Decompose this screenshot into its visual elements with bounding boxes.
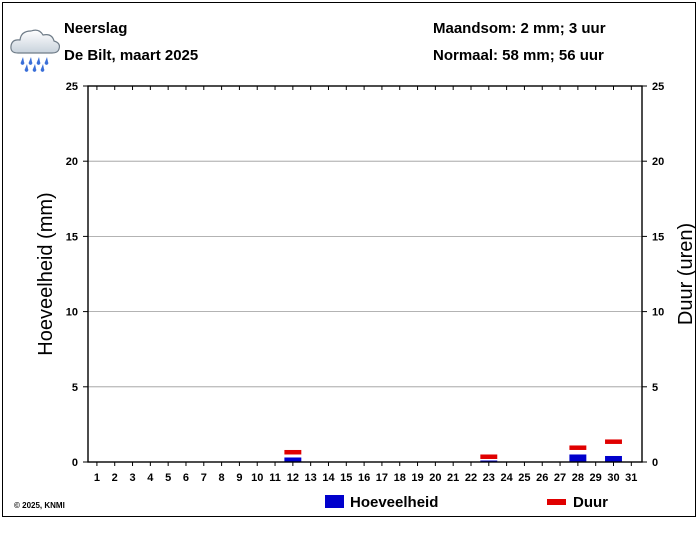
legend-amount-swatch	[325, 495, 344, 508]
duration-marker	[569, 445, 587, 450]
y-tick-label-left: 10	[66, 307, 78, 319]
amount-bar	[605, 455, 622, 462]
amount-bar	[480, 460, 498, 462]
x-tick-label: 22	[465, 472, 477, 484]
x-tick-label: 18	[394, 472, 406, 484]
x-tick-label: 29	[590, 472, 602, 484]
legend-amount-label: Hoeveelheid	[350, 494, 438, 511]
x-tick-label: 4	[147, 472, 154, 484]
x-tick-label: 6	[183, 472, 189, 484]
x-tick-label: 11	[269, 472, 281, 484]
duration-marker	[480, 454, 498, 459]
x-tick-label: 3	[129, 472, 135, 484]
x-tick-label: 28	[572, 472, 584, 484]
x-tick-label: 9	[236, 472, 242, 484]
amount-bar	[284, 457, 302, 462]
normal-values: Normaal: 58 mm; 56 uur	[433, 47, 604, 64]
x-tick-label: 2	[112, 472, 118, 484]
y-tick-label-right: 0	[652, 457, 658, 469]
y-tick-label-right: 20	[652, 156, 664, 168]
legend-duration-swatch	[547, 499, 566, 505]
y-tick-label-left: 20	[66, 156, 78, 168]
duration-marker	[605, 439, 622, 444]
plot-border	[87, 85, 643, 463]
x-tick-label: 13	[305, 472, 317, 484]
month-sum: Maandsom: 2 mm; 3 uur	[433, 20, 606, 37]
y-tick-label-right: 10	[652, 307, 664, 319]
y-tick-label-right: 25	[652, 81, 664, 93]
x-tick-label: 19	[411, 472, 423, 484]
y-tick-label-left: 15	[66, 231, 78, 243]
x-tick-label: 26	[536, 472, 548, 484]
chart-frame	[2, 2, 696, 517]
x-tick-label: 12	[287, 472, 299, 484]
x-tick-label: 5	[165, 472, 171, 484]
x-tick-label: 16	[358, 472, 370, 484]
y-tick-label-left: 0	[72, 457, 78, 469]
y-tick-label-right: 15	[652, 231, 664, 243]
y-tick-label-left: 5	[72, 382, 78, 394]
copyright-text: © 2025, KNMI	[14, 501, 65, 510]
legend-duration-label: Duur	[573, 494, 608, 511]
x-tick-label: 25	[518, 472, 530, 484]
x-tick-label: 17	[376, 472, 388, 484]
x-tick-label: 1	[94, 472, 100, 484]
x-tick-label: 30	[607, 472, 619, 484]
x-tick-label: 23	[483, 472, 495, 484]
x-tick-label: 15	[340, 472, 352, 484]
duration-marker	[284, 449, 302, 455]
x-tick-label: 21	[447, 472, 459, 484]
rain-cloud-icon	[10, 29, 61, 72]
chart-subtitle: De Bilt, maart 2025	[64, 47, 199, 64]
x-tick-label: 14	[322, 472, 335, 484]
amount-bar	[569, 454, 587, 462]
y-axis-title-left: Hoeveelheid (mm)	[35, 192, 57, 355]
x-tick-label: 8	[219, 472, 225, 484]
x-tick-label: 7	[201, 472, 207, 484]
x-tick-label: 24	[500, 472, 513, 484]
x-tick-label: 31	[625, 472, 637, 484]
x-tick-label: 10	[251, 472, 263, 484]
y-axis-title-right: Duur (uren)	[675, 223, 697, 325]
x-tick-label: 20	[429, 472, 441, 484]
chart-title: Neerslag	[64, 20, 128, 37]
y-tick-label-left: 25	[66, 81, 78, 93]
x-tick-label: 27	[554, 472, 566, 484]
y-tick-label-right: 5	[652, 382, 658, 394]
